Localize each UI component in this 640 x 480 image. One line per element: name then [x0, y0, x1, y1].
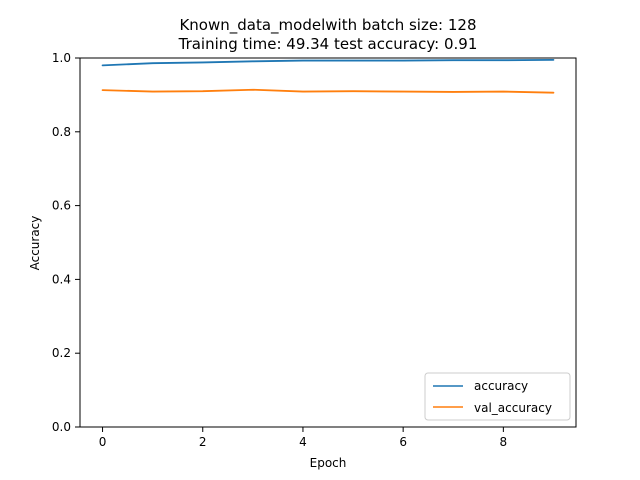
axis-ticks: 0 2 4 6 8 0.0 0.2 0.4 0.6 0.8 1.0	[52, 51, 507, 449]
chart-title-line-1: Known_data_modelwith batch size: 128	[179, 16, 476, 35]
y-tick-label: 0.2	[52, 346, 71, 360]
series-lines	[101, 58, 555, 94]
legend-frame	[424, 372, 571, 421]
series-line-accuracy	[101, 58, 555, 67]
x-tick-label: 0	[99, 435, 107, 449]
x-tick-label: 6	[399, 435, 407, 449]
y-tick-label: 0.8	[52, 125, 71, 139]
x-axis-label: Epoch	[310, 456, 347, 470]
y-tick-label: 1.0	[52, 51, 71, 65]
legend-label-val-accuracy: val_accuracy	[474, 401, 552, 415]
x-tick-label: 8	[500, 435, 508, 449]
series-line-val-accuracy	[101, 88, 555, 94]
chart-title-line-2: Training time: 49.34 test accuracy: 0.91	[178, 35, 478, 53]
legend: accuracy val_accuracy	[424, 372, 571, 421]
y-tick-label: 0.0	[52, 420, 71, 434]
plot-area	[79, 57, 577, 428]
y-axis-label: Accuracy	[28, 216, 42, 271]
x-tick-label: 4	[299, 435, 307, 449]
legend-label-accuracy: accuracy	[474, 379, 528, 393]
plot-frame	[79, 57, 577, 428]
x-tick-label: 2	[199, 435, 207, 449]
y-tick-label: 0.4	[52, 272, 71, 286]
y-tick-label: 0.6	[52, 199, 71, 213]
